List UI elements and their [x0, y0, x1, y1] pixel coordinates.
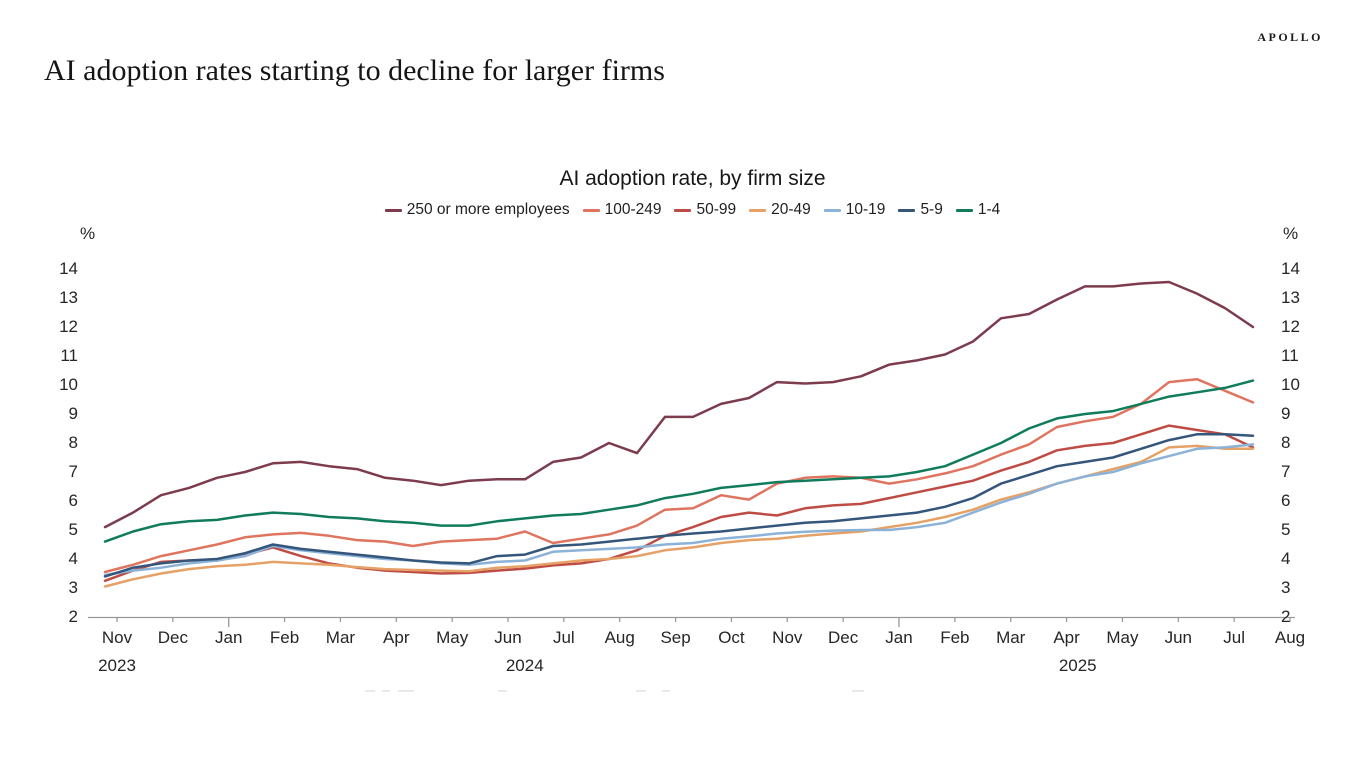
legend-item: 1-4 [955, 201, 1001, 219]
y-tick-label-right: 13 [1281, 288, 1300, 307]
y-tick-label-right: 12 [1281, 317, 1300, 336]
y-tick-label-left: 3 [68, 578, 78, 597]
legend-swatch-icon [674, 208, 692, 212]
y-tick-label-left: 13 [59, 288, 78, 307]
y-axis-unit-left: % [80, 224, 96, 243]
legend-swatch-icon [955, 208, 973, 212]
y-tick-label-right: 14 [1281, 259, 1300, 278]
apollo-logo: APOLLO [1257, 30, 1323, 44]
x-tick-label: Jul [1223, 628, 1245, 647]
y-tick-label-left: 7 [68, 462, 78, 481]
y-tick-label-left: 14 [59, 259, 78, 278]
x-tick-label: Apr [1053, 628, 1080, 647]
y-tick-label-right: 10 [1281, 375, 1300, 394]
x-tick-label: Jul [552, 628, 575, 647]
x-tick-label: Nov [772, 628, 803, 647]
y-tick-label-right: 6 [1281, 491, 1291, 510]
chart-title: AI adoption rate, by firm size [559, 167, 826, 190]
y-tick-label-right: 3 [1281, 578, 1291, 597]
y-tick-label-left: 8 [68, 433, 78, 452]
series-line-100-249 [103, 377, 1255, 574]
series-line-50-99 [103, 424, 1255, 583]
legend-label: 100-249 [604, 201, 662, 218]
x-tick-label: Jan [885, 628, 913, 647]
x-tick-label: Sep [660, 628, 691, 647]
legend-swatch-icon [384, 208, 402, 212]
legend-item: 100-249 [582, 201, 662, 219]
y-tick-label-left: 5 [68, 520, 78, 539]
legend-swatch-icon [823, 208, 841, 212]
y-tick-label-right: 8 [1281, 433, 1291, 452]
legend-item: 10-19 [823, 201, 886, 219]
y-tick-label-right: 11 [1281, 346, 1299, 365]
x-tick-label: Feb [269, 628, 300, 647]
series-line-250-or-more-employees [103, 280, 1255, 529]
year-label: 2024 [505, 656, 544, 675]
legend-swatch-icon [749, 208, 767, 212]
x-tick-label: Mar [325, 628, 356, 647]
y-axis-unit-right: % [1283, 224, 1299, 243]
x-tick-label: Aug [604, 628, 635, 647]
legend-swatch-icon [898, 208, 916, 212]
x-tick-label: Feb [940, 628, 970, 647]
legend-label: 10-19 [845, 201, 886, 218]
x-tick-label: Apr [383, 628, 410, 647]
legend-item: 20-49 [749, 201, 811, 219]
series-line-5-9 [103, 433, 1255, 578]
x-tick-label: Dec [157, 628, 188, 647]
x-tick-label: Jun [494, 628, 522, 647]
legend-item: 5-9 [898, 201, 943, 219]
x-tick-label: May [436, 628, 469, 647]
legend-label: 1-4 [977, 201, 1001, 218]
x-tick-label: Nov [101, 628, 133, 647]
x-tick-label: Aug [1274, 628, 1306, 647]
y-tick-label-left: 2 [68, 607, 78, 626]
series-line-1-4 [103, 379, 1255, 543]
legend-label: 250 or more employees [406, 201, 570, 218]
y-tick-label-left: 10 [59, 375, 78, 394]
page-title: AI adoption rates starting to decline fo… [44, 54, 665, 87]
x-tick-label: Jan [214, 628, 243, 647]
legend-item: 250 or more employees [384, 201, 570, 219]
y-tick-label-left: 6 [68, 491, 78, 510]
legend-label: 20-49 [771, 201, 811, 218]
y-tick-label-right: 4 [1281, 549, 1291, 568]
year-label: 2023 [98, 656, 136, 675]
x-tick-label: May [1106, 628, 1139, 647]
y-tick-label-left: 11 [60, 346, 78, 365]
legend-item: 50-99 [674, 201, 736, 219]
y-tick-label-left: 9 [68, 404, 78, 423]
series-line-10-19 [103, 443, 1255, 577]
chart-legend: 250 or more employees 100-249 50-99 20-49 10… [95, 201, 1290, 219]
series-line-20-49 [103, 444, 1255, 588]
x-tick-label: Mar [996, 628, 1026, 647]
x-tick-label: Jun [1164, 628, 1192, 647]
x-tick-label: Oct [718, 628, 745, 647]
legend-label: 5-9 [920, 201, 943, 218]
legend-label: 50-99 [696, 201, 737, 218]
x-tick-label: Dec [828, 628, 859, 647]
y-tick-label-left: 12 [59, 317, 78, 336]
y-tick-label-right: 2 [1281, 607, 1291, 626]
y-tick-label-right: 7 [1281, 462, 1291, 481]
legend-swatch-icon [582, 208, 600, 212]
year-label: 2025 [1058, 656, 1097, 675]
y-tick-label-right: 5 [1281, 520, 1291, 539]
y-tick-label-right: 9 [1281, 404, 1291, 423]
y-tick-label-left: 4 [68, 549, 78, 568]
